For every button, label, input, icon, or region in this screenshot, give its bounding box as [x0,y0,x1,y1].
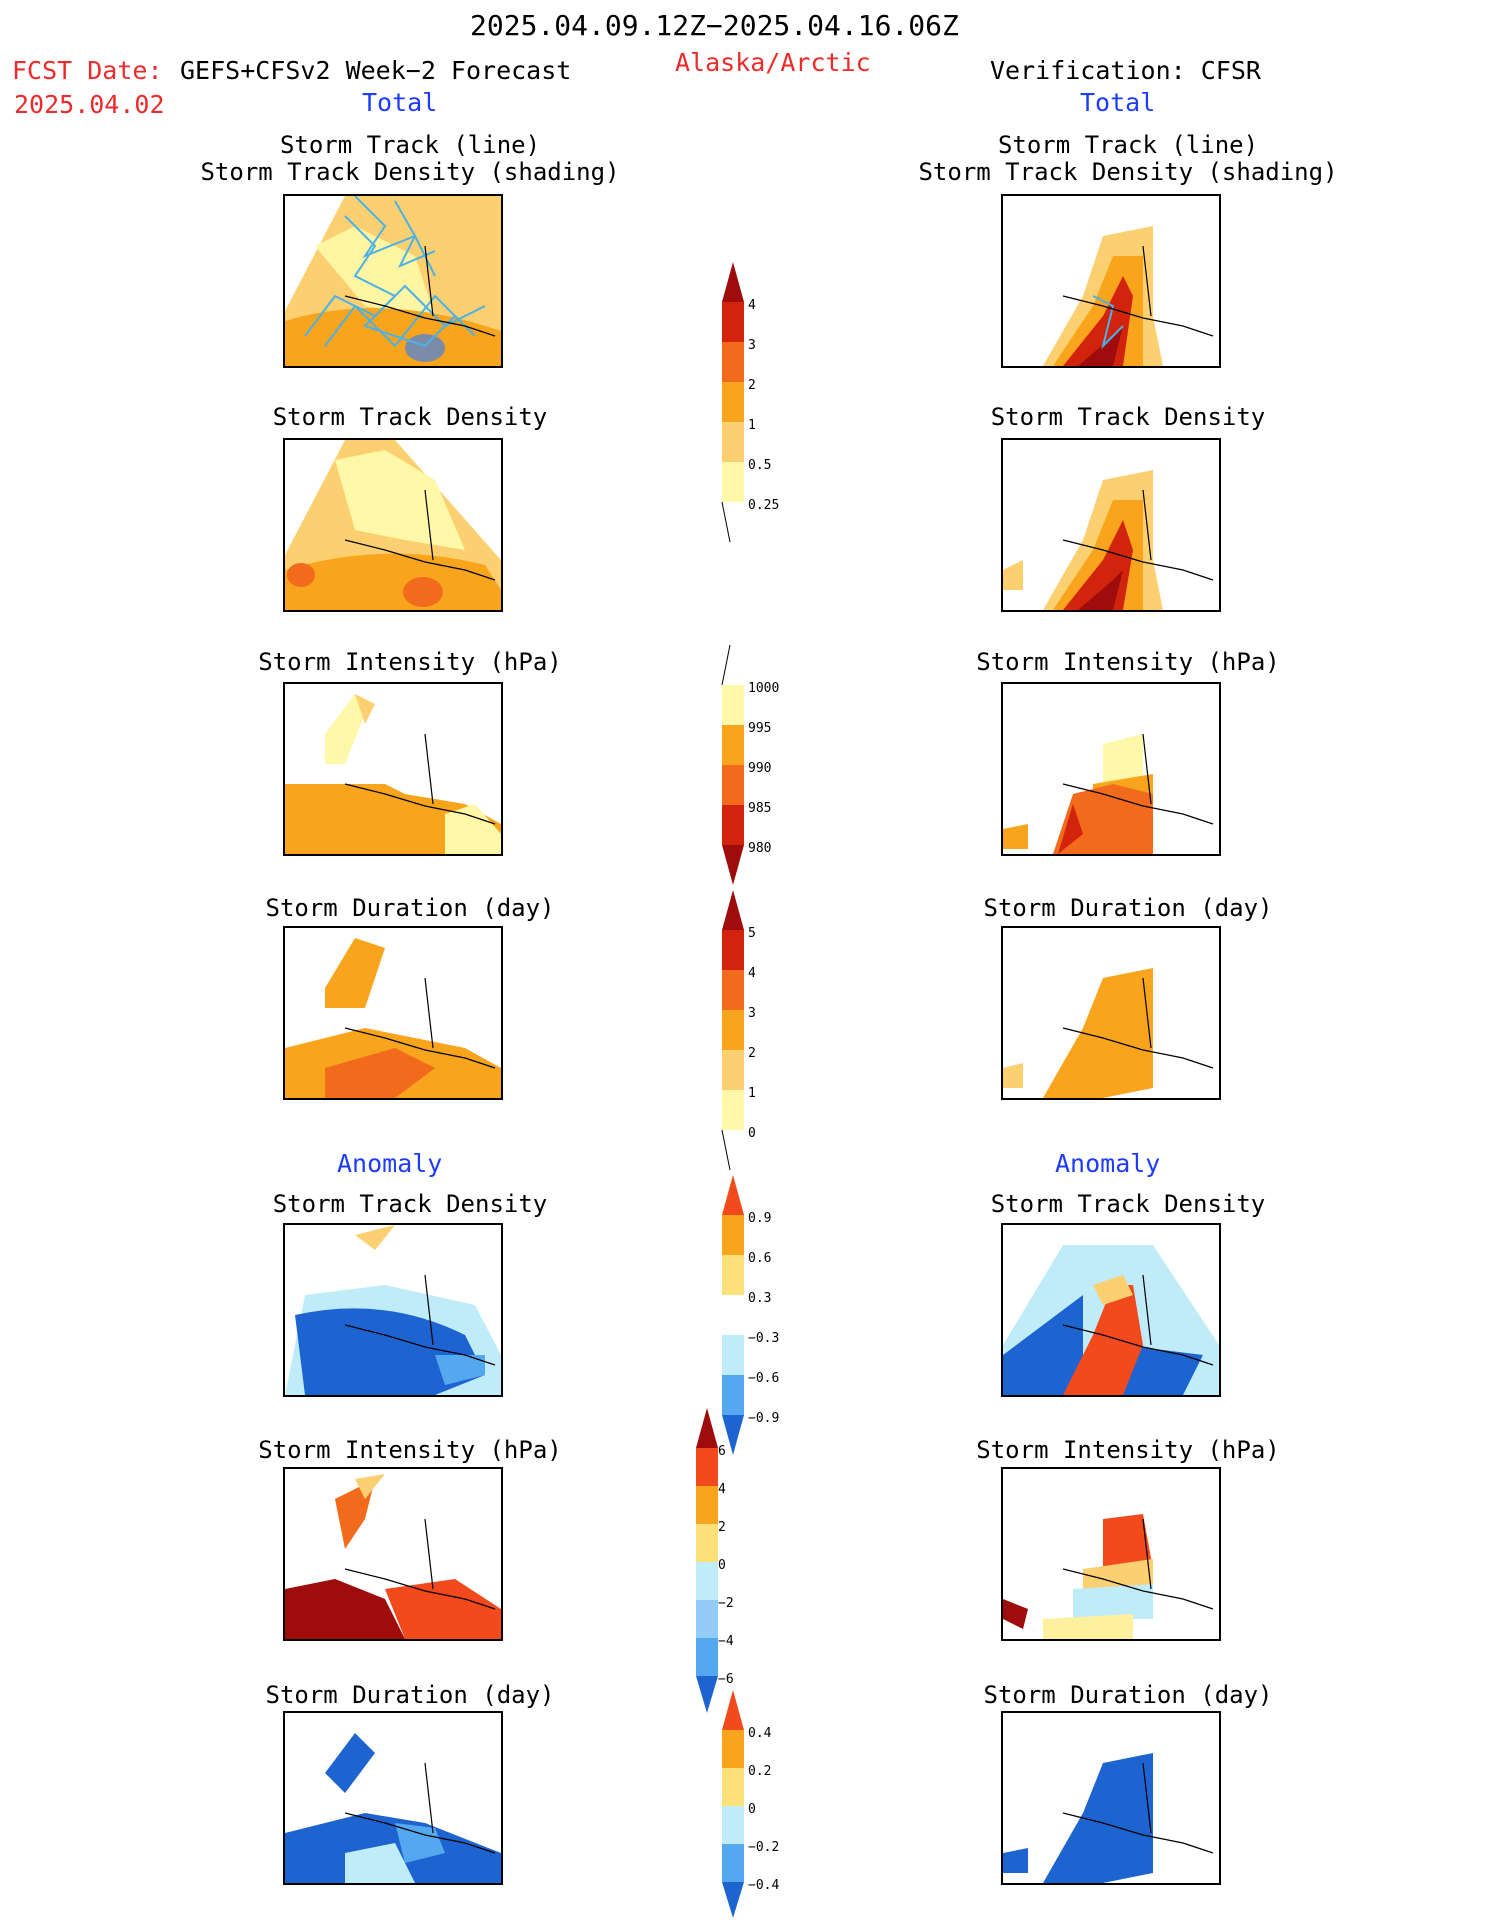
title-duration-left: Storm Duration (day) [265,894,555,922]
cbar-label: −0.9 [748,1411,779,1426]
cbar-label: 990 [748,761,771,776]
cbar-label: −6 [718,1672,734,1687]
map-forecast-density-anomaly [283,1223,503,1397]
map-verification-density [1001,438,1221,612]
cbar-label: 5 [748,926,756,941]
region-label: Alaska/Arctic [675,48,871,77]
map-verification-intensity [1001,682,1221,856]
map-verification-track-density [1001,194,1221,368]
map-verification-intensity-anomaly [1001,1467,1221,1641]
colorbar-intensity-total: 1000 995 990 985 980 [721,645,779,885]
cbar-label: −0.2 [748,1840,779,1855]
title-track-shading-right: Storm Track Density (shading) [918,158,1338,186]
cbar-label: 0.4 [748,1726,772,1741]
colorbar-duration-anomaly: 0.4 0.2 0 −0.2 −0.4 [722,1690,779,1918]
cbar-label: 985 [748,801,771,816]
cbar-label: 980 [748,841,771,856]
title-track-shading-left: Storm Track Density (shading) [200,158,620,186]
cbar-label: 3 [748,1006,756,1021]
cbar-label: 2 [748,1046,756,1061]
title-intensity-anom-left: Storm Intensity (hPa) [258,1436,562,1464]
map-forecast-intensity [283,682,503,856]
cbar-label: 6 [718,1444,726,1459]
section-total-right: Total [1080,88,1156,117]
cbar-label: 4 [748,966,756,981]
title-duration-anom-left: Storm Duration (day) [265,1681,555,1709]
map-forecast-track-density [283,194,503,368]
colorbar-duration-total: 5 4 3 2 1 0 [721,890,756,1171]
cbar-label: 0.5 [748,458,771,473]
map-forecast-density [283,438,503,612]
map-forecast-intensity-anomaly [283,1467,503,1641]
title-track-line-left: Storm Track (line) [279,131,541,159]
cbar-label: −2 [718,1596,734,1611]
verification-label: Verification: CFSR [990,56,1261,85]
title-intensity-anom-right: Storm Intensity (hPa) [976,1436,1280,1464]
cbar-label: −0.6 [748,1371,779,1386]
cbar-label: 0.25 [748,498,779,513]
title-track-line-right: Storm Track (line) [997,131,1259,159]
cbar-label: 0.2 [748,1764,771,1779]
title-intensity-left: Storm Intensity (hPa) [258,648,562,676]
cbar-label: 1 [748,1086,756,1101]
cbar-label: 0.3 [748,1291,771,1306]
cbar-label: 1 [748,418,756,433]
fcst-date: 2025.04.02 [14,90,165,119]
cbar-label: 4 [718,1482,726,1497]
title-density-anom-left: Storm Track Density [272,1190,548,1218]
cbar-label: 2 [718,1520,726,1535]
colorbar-density-anomaly: 0.9 0.6 0.3 −0.3 −0.6 −0.9 [722,1175,779,1455]
cbar-label: 0 [748,1802,756,1817]
title-density-left: Storm Track Density [272,403,548,431]
cbar-label: 2 [748,378,756,393]
title-duration-right: Storm Duration (day) [983,894,1273,922]
cbar-label: 3 [748,338,756,353]
map-verification-duration-anomaly [1001,1711,1221,1885]
cbar-label: 0.6 [748,1251,771,1266]
map-forecast-duration [283,926,503,1100]
cbar-label: 995 [748,721,771,736]
colorbar-intensity-anomaly: 6 4 2 0 −2 −4 −6 [696,1408,734,1713]
cbar-label: −4 [718,1634,734,1649]
map-verification-density-anomaly [1001,1223,1221,1397]
cbar-label: 0 [748,1126,756,1141]
title-duration-anom-right: Storm Duration (day) [983,1681,1273,1709]
map-forecast-duration-anomaly [283,1711,503,1885]
cbar-label: −0.3 [748,1331,779,1346]
cbar-label: 0 [718,1558,726,1573]
fcst-label: FCST Date: [12,56,163,85]
cbar-label: 1000 [748,681,779,696]
colorbar-density-total: 4 3 2 1 0.5 0.25 [721,262,779,543]
section-anomaly-left: Anomaly [337,1149,443,1178]
cbar-label: −0.4 [748,1878,779,1893]
section-anomaly-right: Anomaly [1055,1149,1161,1178]
title-density-anom-right: Storm Track Density [990,1190,1266,1218]
title-intensity-right: Storm Intensity (hPa) [976,648,1280,676]
fcst-model: GEFS+CFSv2 Week−2 Forecast [180,56,572,85]
map-verification-duration [1001,926,1221,1100]
section-total-left: Total [362,88,438,117]
title-density-right: Storm Track Density [990,403,1266,431]
period-title: 2025.04.09.12Z−2025.04.16.06Z [470,9,959,42]
cbar-label: 4 [748,298,756,313]
cbar-label: 0.9 [748,1211,771,1226]
